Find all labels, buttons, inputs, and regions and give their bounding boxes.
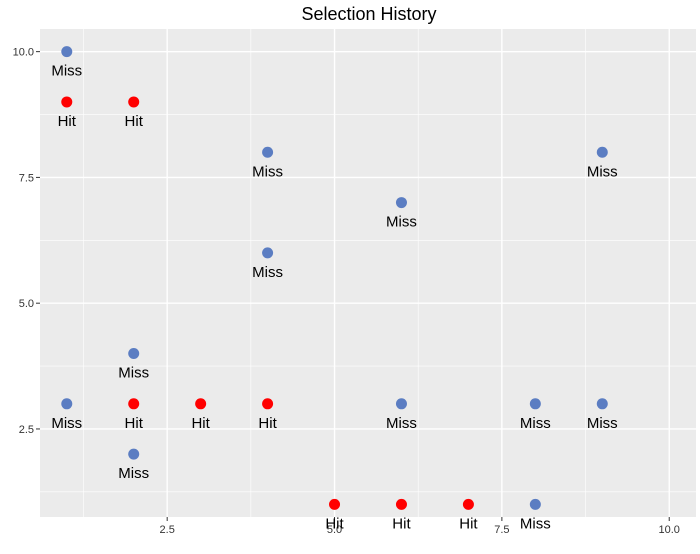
y-tick-label: 7.5 <box>19 172 34 184</box>
miss-point <box>596 398 608 410</box>
miss-point <box>395 197 407 209</box>
point-label: Hit <box>325 515 344 532</box>
hit-point <box>262 398 274 410</box>
point-labels: Miss Hit Hit Miss Miss Miss Miss Miss Miss Hit Hit… <box>51 63 617 533</box>
point-label: Hit <box>125 415 144 432</box>
miss-point <box>61 46 73 58</box>
point-label: Hit <box>125 113 144 130</box>
plot-area <box>40 29 696 517</box>
miss-point <box>262 146 274 158</box>
miss-point <box>529 398 541 410</box>
point-label: Miss <box>587 163 618 180</box>
hit-point <box>395 498 407 510</box>
point-label: Miss <box>520 515 551 532</box>
point-label: Miss <box>587 415 618 432</box>
point-label: Miss <box>118 364 149 381</box>
x-tick-label: 7.5 <box>494 524 509 536</box>
x-tick-label: 2.5 <box>160 524 175 536</box>
chart-title: Selection History <box>301 4 436 24</box>
grid-lines <box>40 29 696 517</box>
point-label: Hit <box>58 113 77 130</box>
point-label: Miss <box>51 63 82 80</box>
miss-point <box>128 347 140 359</box>
point-label: Hit <box>392 515 411 532</box>
x-tick-label: 5.0 <box>327 524 342 536</box>
point-label: Miss <box>520 415 551 432</box>
point-label: Miss <box>118 465 149 482</box>
y-tick-label: 5.0 <box>19 298 34 310</box>
hit-point <box>128 398 140 410</box>
hit-point <box>195 398 207 410</box>
hit-point <box>462 498 474 510</box>
miss-point <box>529 498 541 510</box>
point-label: Miss <box>386 214 417 231</box>
point-label: Miss <box>386 415 417 432</box>
point-label: Hit <box>459 515 478 532</box>
y-tick-label: 2.5 <box>19 424 34 436</box>
miss-point <box>61 398 73 410</box>
point-label: Hit <box>258 415 277 432</box>
point-label: Miss <box>252 163 283 180</box>
hit-point <box>329 498 341 510</box>
miss-point <box>596 146 608 158</box>
miss-point <box>128 448 140 460</box>
point-label: Hit <box>191 415 210 432</box>
data-points <box>61 46 608 510</box>
hit-point <box>61 96 73 108</box>
miss-point <box>262 247 274 259</box>
y-tick-label: 10.0 <box>13 47 34 59</box>
x-tick-label: 10.0 <box>659 524 680 536</box>
point-label: Miss <box>252 264 283 281</box>
point-label: Miss <box>51 415 82 432</box>
axis-ticks: 2.5 5.0 7.5 10.0 2.5 5.0 7.5 10.0 <box>13 47 680 536</box>
miss-point <box>395 398 407 410</box>
hit-point <box>128 96 140 108</box>
